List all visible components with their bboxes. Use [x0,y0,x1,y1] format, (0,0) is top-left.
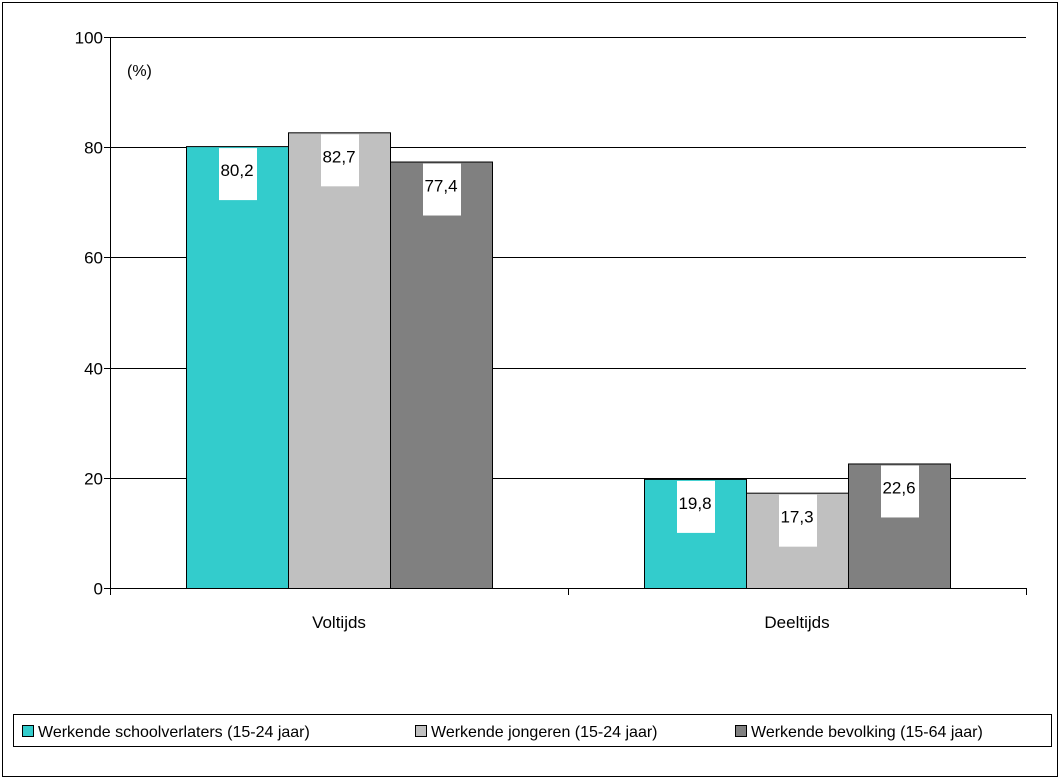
y-tick-label-40: 40 [84,360,103,379]
data-label-deeltijds-2: 17,3 [780,508,813,527]
data-label-box-voltijds-1 [219,148,257,201]
legend: Werkende schoolverlaters (15-24 jaar) Wer… [22,724,983,741]
legend-box [13,714,1052,747]
axes: 0 20 40 60 80 100 Voltijds Deeltijds [75,29,1027,632]
data-labels: 80,2 82,7 77,4 19,8 17,3 22,6 [219,134,919,547]
data-label-box-deeltijds-2 [779,494,817,547]
x-category-label-deeltijds: Deeltijds [764,613,829,632]
y-axis-unit-label: (%) [127,63,152,80]
data-label-voltijds-3: 77,4 [424,177,457,196]
bar-voltijds-1 [186,146,289,590]
data-label-deeltijds-1: 19,8 [678,494,711,513]
data-label-box-voltijds-3 [423,163,461,216]
bar-deeltijds-3 [848,463,951,589]
y-tick-label-20: 20 [84,470,103,489]
data-label-box-deeltijds-3 [881,465,919,518]
legend-label-3: Werkende bevolking (15-64 jaar) [751,724,983,741]
data-label-box-deeltijds-1 [677,480,715,533]
y-tick-label-100: 100 [75,29,103,48]
legend-swatch-3 [735,725,747,737]
legend-swatch-1 [22,725,34,737]
x-category-label-voltijds: Voltijds [312,613,366,632]
y-tick-label-0: 0 [94,580,103,599]
bar-voltijds-3 [390,161,493,589]
bars [186,132,951,590]
data-label-voltijds-1: 80,2 [220,161,253,180]
legend-label-2: Werkende jongeren (15-24 jaar) [431,724,658,741]
data-label-box-voltijds-2 [321,134,359,187]
data-label-voltijds-2: 82,7 [322,147,355,166]
legend-label-1: Werkende schoolverlaters (15-24 jaar) [38,724,310,741]
bar-voltijds-2 [288,132,391,589]
y-tick-label-60: 60 [84,249,103,268]
data-label-deeltijds-3: 22,6 [882,478,915,497]
legend-swatch-2 [415,725,427,737]
y-tick-label-80: 80 [84,139,103,158]
